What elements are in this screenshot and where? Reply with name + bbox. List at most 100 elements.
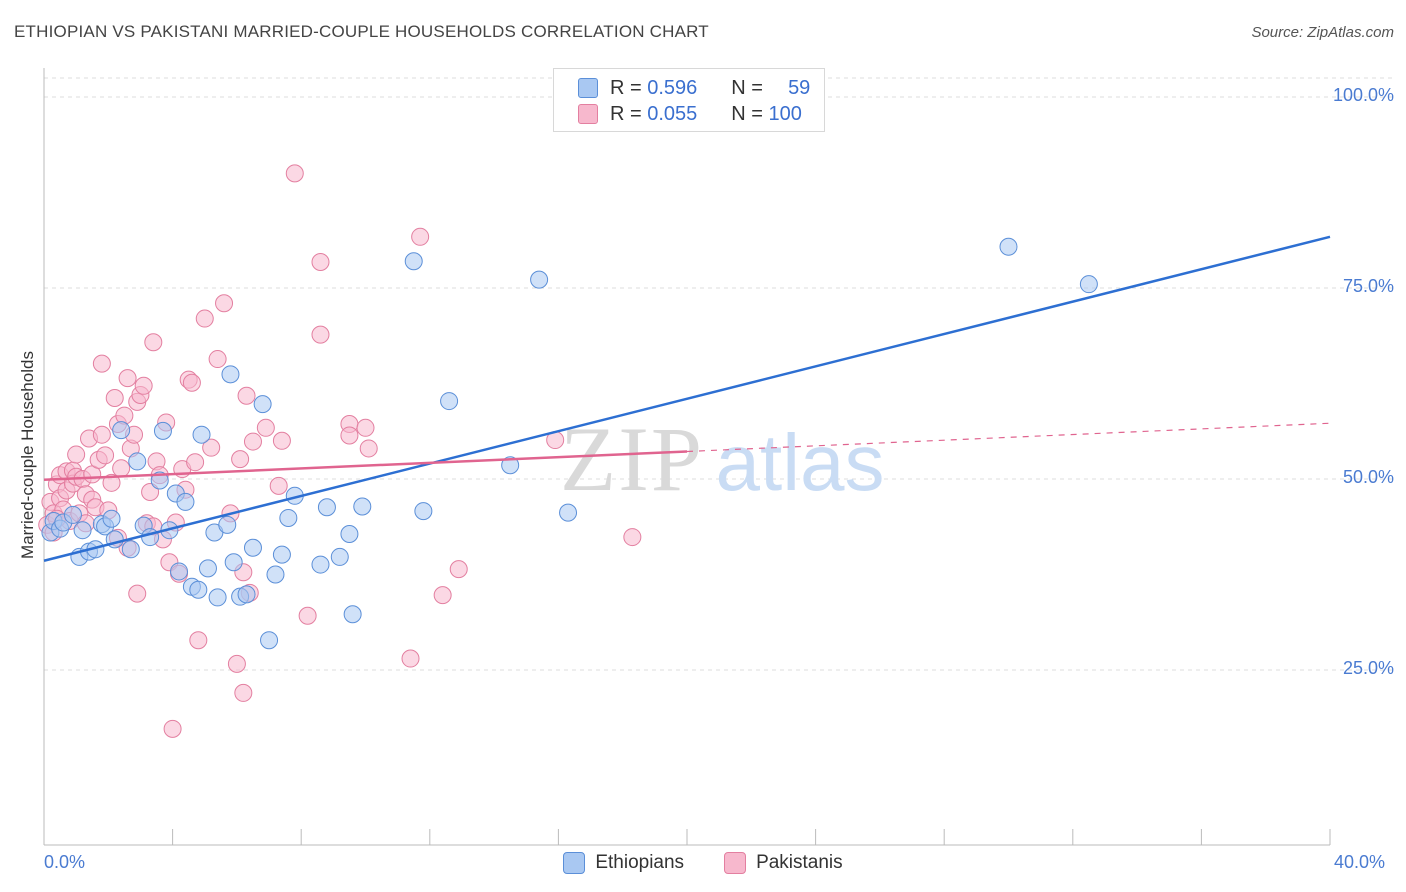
ethiopians-legend-swatch xyxy=(563,852,586,874)
pakistani-point xyxy=(202,438,221,457)
pakistani-point xyxy=(163,719,182,738)
y-tick-label: 100.0% xyxy=(1332,85,1394,105)
x-tick-label-max: 40.0% xyxy=(1334,852,1386,872)
ethiopian-point xyxy=(330,547,349,566)
y-tick-label: 50.0% xyxy=(1342,467,1394,487)
pakistani-point xyxy=(433,586,452,605)
pakistani-point xyxy=(237,386,256,405)
y-tick-label: 75.0% xyxy=(1342,276,1394,296)
axes xyxy=(43,68,1331,846)
legend-n-value: 59 xyxy=(788,76,811,99)
pakistani-point xyxy=(359,439,378,458)
ethiopian-point xyxy=(343,605,362,624)
pakistani-point xyxy=(134,376,153,395)
pakistani-point xyxy=(186,453,205,472)
ethiopian-point xyxy=(192,425,211,444)
pakistani-point xyxy=(195,309,214,328)
pakistanis-trend-line xyxy=(43,450,688,482)
legend-n-value: 100 xyxy=(768,102,802,125)
ethiopians-swatch xyxy=(578,78,598,98)
pakistani-point xyxy=(67,445,86,464)
ethiopian-point xyxy=(999,237,1018,256)
ethiopian-point xyxy=(253,395,272,414)
ethiopian-point xyxy=(311,555,330,574)
ethiopian-point xyxy=(353,497,372,516)
ethiopian-point xyxy=(559,503,578,522)
watermark-atlas: atlas xyxy=(716,418,885,507)
pakistani-point xyxy=(356,418,375,437)
pakistani-point xyxy=(340,426,359,445)
ethiopian-point xyxy=(121,540,140,559)
pakistani-point xyxy=(112,459,131,478)
ethiopian-point xyxy=(440,392,459,411)
ethiopians-points xyxy=(41,237,1098,650)
pakistani-point xyxy=(272,431,291,450)
pakistani-point xyxy=(311,325,330,344)
pakistani-point xyxy=(215,294,234,313)
ethiopian-point xyxy=(414,502,433,521)
pakistani-point xyxy=(118,369,137,388)
ethiopian-point xyxy=(176,492,195,511)
ethiopian-point xyxy=(1079,275,1098,294)
pakistanis-swatch xyxy=(578,104,598,124)
pakistani-point xyxy=(311,253,330,272)
legend-n-label: N = xyxy=(731,102,763,125)
legend-item-pakistanis: Pakistanis xyxy=(724,852,843,874)
pakistanis-points xyxy=(38,164,642,738)
pakistani-point xyxy=(105,389,124,408)
watermark-zip: ZIP xyxy=(560,408,704,510)
pakistani-point xyxy=(231,450,250,469)
ethiopian-point xyxy=(237,585,256,604)
ethiopian-point xyxy=(317,498,336,517)
ethiopian-point xyxy=(150,471,169,490)
ethiopian-point xyxy=(530,270,549,289)
ethiopian-point xyxy=(279,508,298,527)
ethiopian-point xyxy=(404,252,423,271)
pakistani-point xyxy=(144,333,163,352)
ethiopian-point xyxy=(272,545,291,564)
pakistani-point xyxy=(243,432,262,451)
ethiopian-point xyxy=(112,421,131,440)
pakistani-point xyxy=(128,584,147,603)
ethiopians-legend-label: Ethiopians xyxy=(595,852,685,873)
legend-r-value: 0.596 xyxy=(647,76,698,99)
pakistani-point xyxy=(208,350,227,369)
ethiopian-point xyxy=(224,553,243,572)
pakistanis-legend-label: Pakistanis xyxy=(756,852,843,873)
watermark: ZIP atlas xyxy=(560,408,884,510)
pakistani-point xyxy=(449,560,468,579)
ethiopian-point xyxy=(208,588,227,607)
ethiopian-point xyxy=(170,562,189,581)
legend-r-label: R = xyxy=(610,76,642,99)
pakistani-point xyxy=(401,649,420,668)
pakistani-point xyxy=(298,606,317,625)
pakistani-point xyxy=(182,373,201,392)
legend-row-pakistanis: R = 0.055 N = 100 xyxy=(578,102,802,126)
pakistani-point xyxy=(285,164,304,183)
ethiopian-point xyxy=(260,631,279,650)
pakistanis-legend-swatch xyxy=(724,852,747,874)
legend-n-label: N = xyxy=(731,76,763,99)
pakistani-point xyxy=(623,528,642,547)
series-legend: Ethiopians Pakistanis xyxy=(0,852,1406,874)
ethiopian-point xyxy=(153,421,172,440)
legend-r-value: 0.055 xyxy=(647,102,698,125)
ethiopian-point xyxy=(141,528,160,547)
pakistani-point xyxy=(92,354,111,373)
ethiopian-point xyxy=(128,452,147,471)
pakistani-point xyxy=(141,482,160,501)
ethiopian-point xyxy=(189,580,208,599)
ethiopian-point xyxy=(501,456,520,475)
ethiopian-point xyxy=(73,521,92,540)
pakistani-point xyxy=(411,227,430,246)
chart-title: ETHIOPIAN VS PAKISTANI MARRIED-COUPLE HO… xyxy=(14,22,709,41)
pakistani-point xyxy=(256,418,275,437)
ethiopians-trend-line xyxy=(43,235,1331,562)
legend-r-label: R = xyxy=(610,102,642,125)
ethiopian-point xyxy=(218,515,237,534)
ethiopian-point xyxy=(102,509,121,528)
pakistani-point xyxy=(189,631,208,650)
source-label: Source: ZipAtlas.com xyxy=(1251,24,1394,41)
correlation-legend: R = 0.596 N = 59 R = 0.055 N = 100 xyxy=(553,68,825,132)
